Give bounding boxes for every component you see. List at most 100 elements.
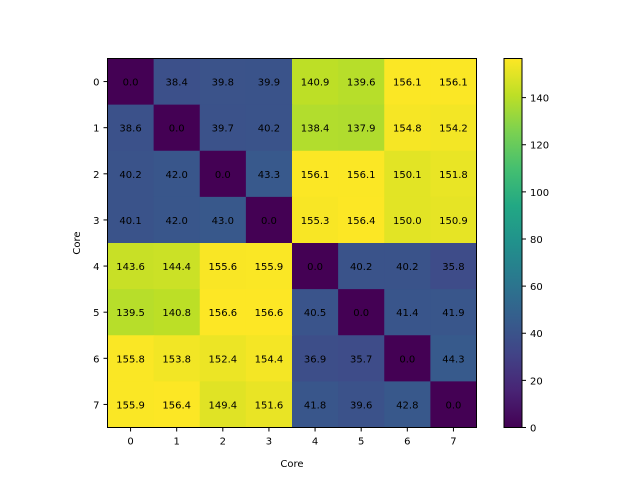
y-tick-label: 3 [93,216,99,227]
cell-value-label: 155.8 [116,354,145,365]
cell-value-label: 40.2 [350,262,372,273]
cell-value-label: 156.4 [347,216,376,227]
heatmap-cell [153,289,201,336]
cell-value-label: 41.8 [304,400,326,411]
cell-value-label: 151.8 [439,170,468,181]
cell-value-label: 0.0 [261,216,277,227]
heatmap-cell [199,335,247,382]
heatmap-cell [430,289,477,336]
cell-value-label: 43.3 [258,170,280,181]
colorbar [503,58,523,428]
cell-value-label: 156.1 [301,170,330,181]
heatmap-cell [292,381,339,428]
y-axis-label: Core [72,231,83,254]
heatmap-cell [338,381,385,428]
heatmap-cell [384,243,431,290]
y-tick-label: 0 [93,78,99,89]
cell-value-label: 42.0 [166,170,188,181]
cell-value-label: 0.0 [445,400,461,411]
heatmap-cell [199,104,247,152]
x-tick-label: 3 [266,437,272,448]
heatmap-cell [430,196,477,244]
heatmap-cell [107,104,155,152]
cell-value-label: 0.0 [307,262,323,273]
heatmap-cell [199,196,247,244]
heatmap-cell [384,196,431,244]
cell-value-label: 0.0 [123,78,139,89]
heatmap-cell [338,289,385,336]
heatmap-cell [107,150,155,198]
heatmap-cell [245,58,293,106]
plot-frame [107,58,477,428]
heatmap-cell [384,381,431,428]
heatmap-cell [384,289,431,336]
heatmap-cell [153,150,201,198]
heatmap-cell [107,289,155,336]
heatmap-cell [292,335,339,382]
cell-value-label: 150.0 [393,216,422,227]
y-tick-label: 6 [93,354,99,365]
cell-value-label: 40.2 [119,170,141,181]
cell-value-label: 40.5 [304,308,326,319]
colorbar-tick-label: 120 [530,141,549,152]
heatmap-cell [245,243,293,290]
heatmap-cell [338,150,385,198]
cell-value-label: 138.4 [301,124,330,135]
cell-value-label: 155.9 [255,262,284,273]
heatmap-cell [245,289,293,336]
colorbar-tick-label: 20 [530,376,543,387]
cell-value-label: 0.0 [215,170,231,181]
y-tick-label: 2 [93,170,99,181]
heatmap-cell [199,289,247,336]
cell-value-label: 156.6 [208,308,237,319]
x-tick-label: 1 [174,437,180,448]
cell-value-label: 156.1 [439,78,468,89]
heatmap-cell [292,104,339,152]
cell-value-label: 155.9 [116,400,145,411]
cell-value-label: 42.8 [396,400,418,411]
heatmap-cell [199,243,247,290]
heatmap-cell [153,335,201,382]
x-tick-label: 4 [312,437,318,448]
cell-value-label: 42.0 [166,216,188,227]
heatmap-cell [153,196,201,244]
cell-value-label: 43.0 [212,216,234,227]
cell-value-label: 40.2 [258,124,280,135]
heatmap-cell [338,335,385,382]
heatmap-cell [153,58,201,106]
x-axis-label: Core [280,459,303,470]
cell-value-label: 137.9 [347,124,376,135]
heatmap-cell [199,58,247,106]
colorbar-tick-label: 140 [530,94,549,105]
y-tick-label: 7 [93,400,99,411]
cell-value-label: 156.4 [162,400,191,411]
x-tick-label: 6 [404,437,410,448]
colorbar-tick-label: 40 [530,329,543,340]
cell-value-label: 40.1 [119,216,141,227]
cell-value-label: 140.9 [301,78,330,89]
cell-value-label: 0.0 [399,354,415,365]
heatmap-cell-labels: 0.0 38.4 39.8 39.9 140.9 139.6 156.1 156.1 38.6 0… [116,78,468,412]
cell-value-label: 41.4 [396,308,418,319]
cell-value-label: 140.8 [162,308,191,319]
heatmap-cell [153,381,201,428]
cell-value-label: 149.4 [208,400,237,411]
cell-value-label: 152.4 [208,354,237,365]
cell-value-label: 156.1 [347,170,376,181]
heatmap-cell [338,104,385,152]
x-tick-label: 2 [220,437,226,448]
heatmap-cell [384,104,431,152]
cell-value-label: 153.8 [162,354,191,365]
y-axis-ticks: 0 1 2 3 4 5 6 7 [93,78,108,411]
cell-value-label: 155.3 [301,216,330,227]
cell-value-label: 40.2 [396,262,418,273]
cell-value-label: 44.3 [442,354,464,365]
heatmap-cell [384,335,431,382]
cell-value-label: 38.4 [166,78,188,89]
heatmap-cell [430,243,477,290]
cell-value-label: 0.0 [169,124,185,135]
heatmap-cell [292,243,339,290]
heatmap-cell [245,381,293,428]
heatmap-cell [107,381,155,428]
